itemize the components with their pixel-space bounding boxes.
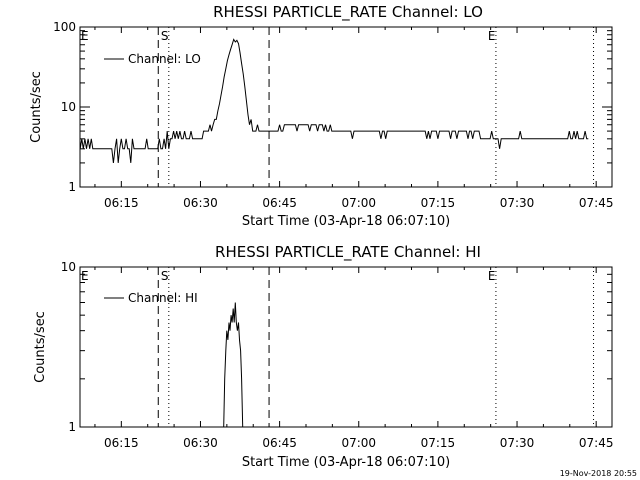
legend-lo: Channel: LO [104, 52, 201, 66]
x-tick-label-hi: 07:30 [500, 436, 535, 450]
chart-title-hi: RHESSI PARTICLE_RATE Channel: HI [215, 243, 481, 262]
marker-label-lo: E [488, 29, 496, 43]
chart-panel-lo: RHESSI PARTICLE_RATE Channel: LO Counts/… [29, 3, 613, 229]
y-axis-label-lo: Counts/sec [29, 71, 44, 143]
y-tick-label-hi: 1 [68, 420, 76, 434]
marker-label-hi: E [488, 269, 496, 283]
y-tick-label-lo: 10 [61, 100, 76, 114]
y-axis-label-hi: Counts/sec [33, 311, 48, 383]
series-line-lo [79, 38, 589, 163]
legend-label-lo: Channel: LO [128, 52, 201, 66]
x-tick-label-hi: 07:00 [341, 436, 376, 450]
x-tick-label-hi: 06:45 [262, 436, 297, 450]
x-tick-label-lo: 06:15 [104, 196, 139, 210]
x-axis-label-lo: Start Time (03-Apr-18 06:07:10) [242, 214, 450, 229]
x-tick-label-lo: 07:00 [341, 196, 376, 210]
legend-hi: Channel: HI [104, 291, 198, 305]
x-tick-label-hi: 07:45 [579, 436, 614, 450]
x-tick-label-lo: 07:30 [500, 196, 535, 210]
series-line-hi [223, 302, 244, 428]
marker-label-hi: E [81, 269, 89, 283]
chart-panel-hi: RHESSI PARTICLE_RATE Channel: HI Counts/… [33, 243, 613, 470]
x-axis-label-hi: Start Time (03-Apr-18 06:07:10) [242, 455, 450, 470]
chart-title-lo: RHESSI PARTICLE_RATE Channel: LO [213, 3, 483, 22]
legend-label-hi: Channel: HI [128, 291, 198, 305]
timestamp: 19-Nov-2018 20:55 [560, 469, 637, 478]
x-tick-label-lo: 07:45 [579, 196, 614, 210]
y-tick-label-hi: 10 [61, 260, 76, 274]
marker-label-lo: S [161, 29, 169, 43]
plot-frame-hi [79, 266, 613, 428]
marker-label-lo: E [81, 29, 89, 43]
y-tick-label-lo: 100 [53, 20, 76, 34]
plot-frame-lo [79, 26, 613, 188]
x-tick-label-lo: 06:45 [262, 196, 297, 210]
x-tick-label-hi: 06:15 [104, 436, 139, 450]
y-tick-label-lo: 1 [68, 180, 76, 194]
x-tick-label-lo: 07:15 [421, 196, 456, 210]
x-tick-label-lo: 06:30 [183, 196, 218, 210]
marker-label-hi: S [161, 269, 169, 283]
x-tick-label-hi: 07:15 [421, 436, 456, 450]
x-tick-label-hi: 06:30 [183, 436, 218, 450]
